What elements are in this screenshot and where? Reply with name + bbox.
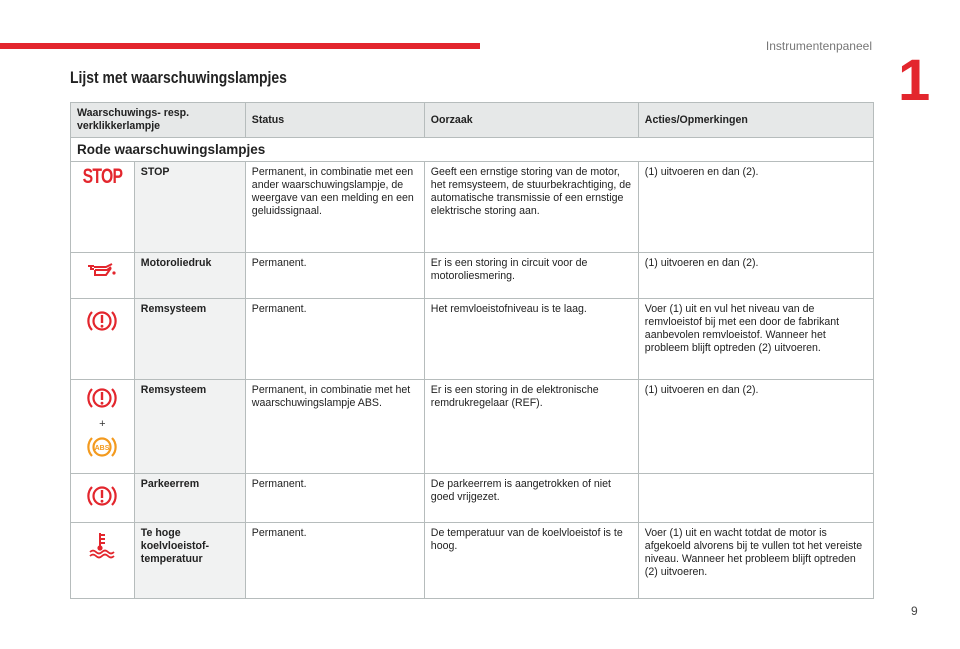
cause: De temperatuur van de koelvloeistof is t… xyxy=(423,522,639,599)
action: (1) uitvoeren en dan (2). xyxy=(637,161,875,253)
table-row: STOP STOP Permanent, in combinatie met e… xyxy=(70,161,875,253)
chapter-title: Instrumentenpaneel xyxy=(765,39,872,53)
header-red-bar xyxy=(0,43,480,49)
status: Permanent, in combinatie met een ander w… xyxy=(244,161,425,253)
col-actions: Acties/Opmerkingen xyxy=(637,102,875,138)
cause: De parkeerrem is aangetrokken of niet go… xyxy=(423,473,639,523)
cause: Er is een storing in de elektronische re… xyxy=(423,379,639,474)
status: Permanent, in combinatie met het waarsch… xyxy=(244,379,425,474)
status: Permanent. xyxy=(244,473,425,523)
status: Permanent. xyxy=(244,252,425,299)
page-number: 9 xyxy=(911,604,918,618)
cause: Het remvloeistofniveau is te laag. xyxy=(423,298,639,380)
action: Voer (1) uit en vul het niveau van de re… xyxy=(637,298,875,380)
lamp-name: Motoroliedruk xyxy=(133,252,246,299)
plus-sign: + xyxy=(99,418,106,430)
lamp-name: Te hoge koelvloeistof-temperatuur xyxy=(133,522,246,599)
lamp-name: Remsysteem xyxy=(133,379,246,474)
page-title: Lijst met waarschuwingslampjes xyxy=(70,68,287,87)
cause: Er is een storing in circuit voor de mot… xyxy=(423,252,639,299)
stop-icon: STOP xyxy=(82,165,123,188)
status: Permanent. xyxy=(244,522,425,599)
section-row: Rode waarschuwingslampjes xyxy=(70,137,874,162)
col-status: Status xyxy=(244,102,425,138)
brake-warning-icon xyxy=(87,311,118,331)
action: (1) uitvoeren en dan (2). xyxy=(637,252,875,299)
table-row: + ABS Remsysteem Permanent, in combinati… xyxy=(70,379,875,474)
action xyxy=(637,473,875,523)
cause: Geeft een ernstige storing van de motor,… xyxy=(423,161,639,253)
coolant-temperature-icon xyxy=(89,533,116,559)
table-row: Remsysteem Permanent. Het remvloeistofni… xyxy=(70,298,875,380)
lamp-name: Remsysteem xyxy=(133,298,246,380)
abs-text: ABS xyxy=(95,445,110,452)
chapter-number: 1 xyxy=(898,48,931,113)
action: Voer (1) uit en wacht totdat de motor is… xyxy=(637,522,875,599)
section-title: Rode waarschuwingslampjes xyxy=(70,137,874,162)
status: Permanent. xyxy=(244,298,425,380)
abs-icon: ABS xyxy=(87,437,118,457)
table-row: Motoroliedruk Permanent. Er is een stori… xyxy=(70,252,875,299)
action: (1) uitvoeren en dan (2). xyxy=(637,379,875,474)
lamp-name: Parkeerrem xyxy=(133,473,246,523)
brake-warning-icon xyxy=(87,388,118,408)
table-header: Waarschuwings- resp. verklikkerlampje St… xyxy=(70,102,875,138)
warning-lamps-table: Waarschuwings- resp. verklikkerlampje St… xyxy=(70,102,875,599)
lamp-name: STOP xyxy=(133,161,246,253)
col-cause: Oorzaak xyxy=(423,102,639,138)
table-row: Te hoge koelvloeistof-temperatuur Perman… xyxy=(70,522,875,599)
brake-warning-icon xyxy=(87,486,118,506)
oil-pressure-icon xyxy=(88,263,116,276)
table-row: Parkeerrem Permanent. De parkeerrem is a… xyxy=(70,473,875,523)
col-lamp: Waarschuwings- resp. verklikkerlampje xyxy=(70,102,246,138)
